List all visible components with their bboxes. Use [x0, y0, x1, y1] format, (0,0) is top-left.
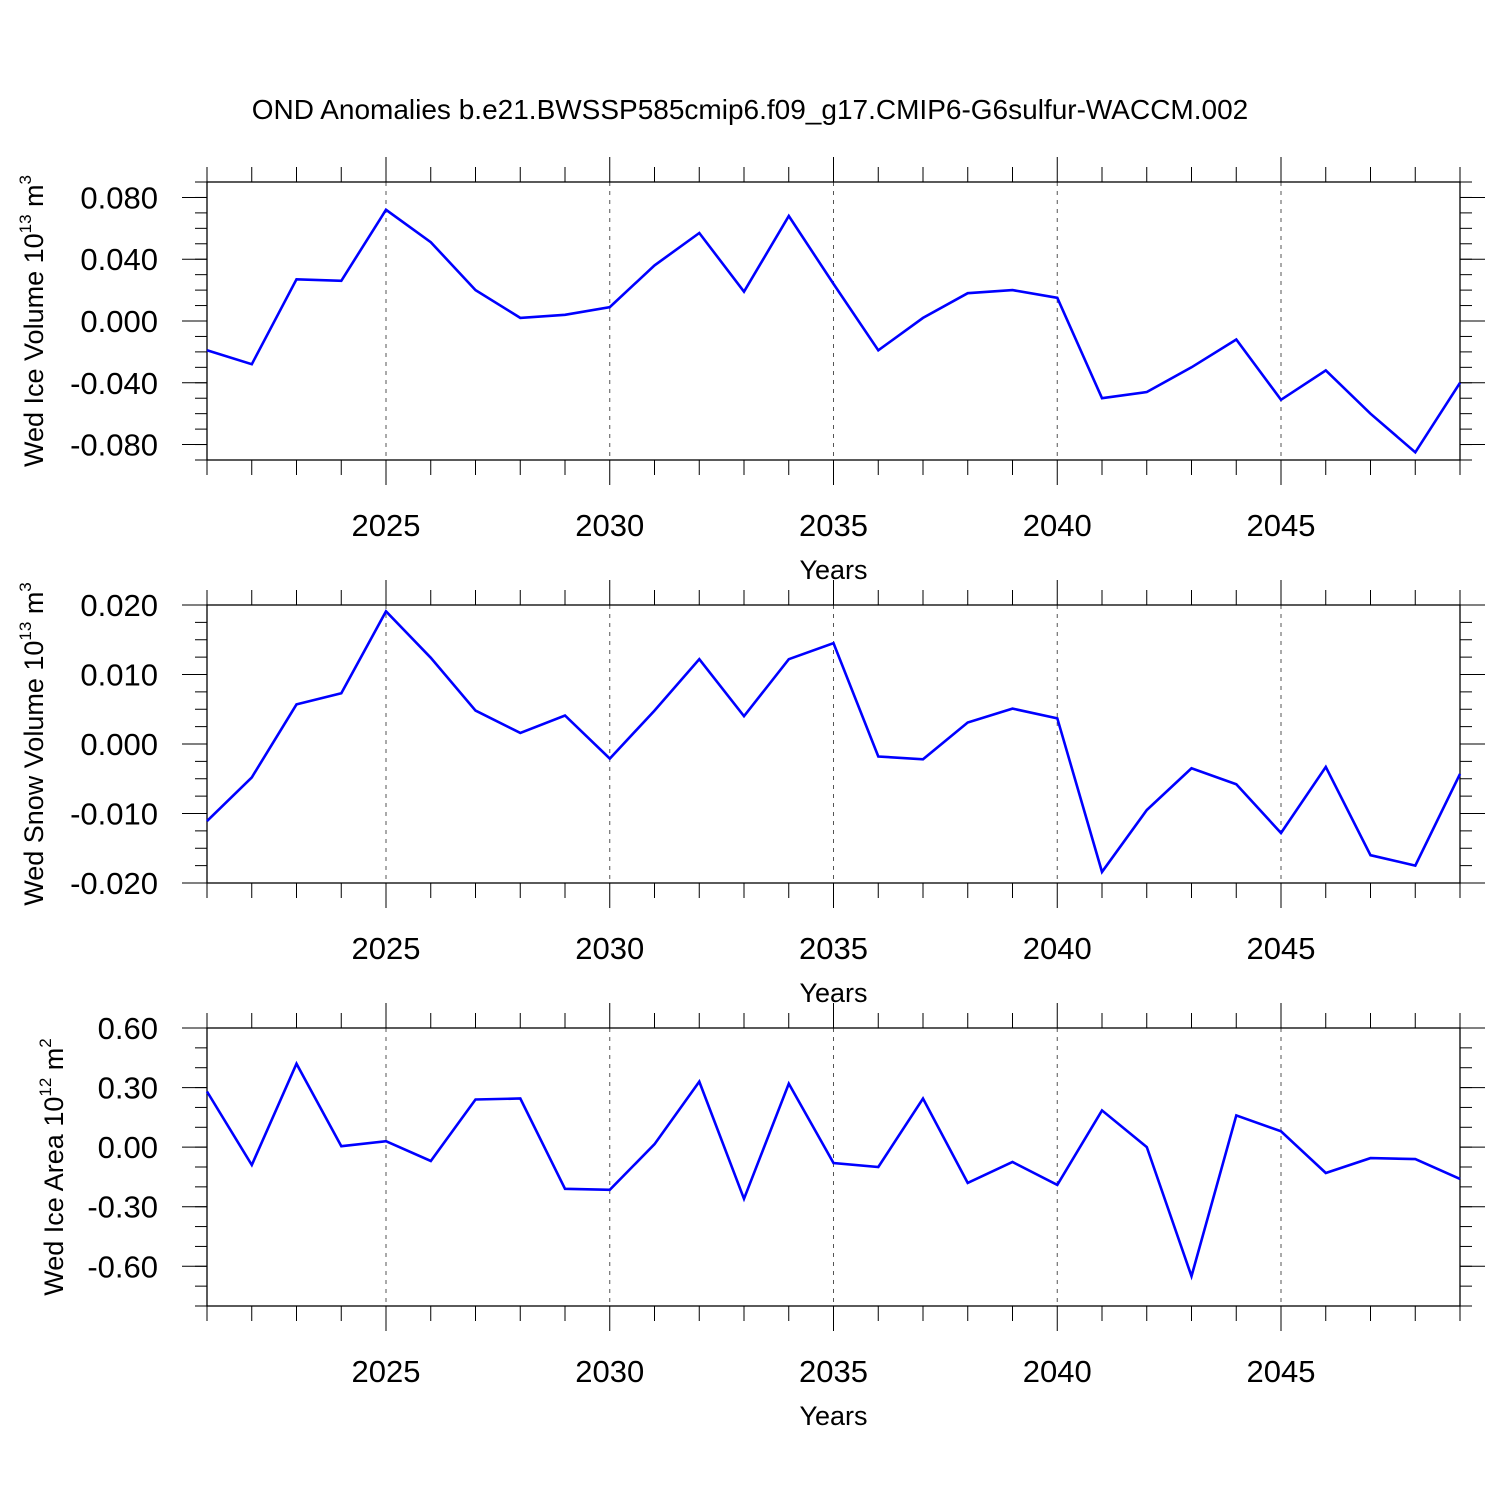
- y-axis-label: Wed Ice Volume 1013 m3: [16, 175, 49, 467]
- x-tick-label: 2030: [575, 508, 644, 543]
- y-tick-label: 0.30: [98, 1071, 158, 1106]
- x-tick-label: 2045: [1247, 508, 1316, 543]
- y-tick-label: -0.020: [70, 866, 158, 901]
- y-tick-label: 0.040: [80, 242, 158, 277]
- y-axis-label: Wed Ice Area 1012 m2: [36, 1038, 69, 1296]
- x-tick-label: 2040: [1023, 508, 1092, 543]
- x-tick-label: 2025: [352, 931, 421, 966]
- x-axis-label: Years: [799, 1401, 867, 1431]
- panels: -0.080 -0.040 0.000 0.040 0.080 2025 2030 2035 2…: [16, 157, 1485, 1431]
- x-tick-label: 2030: [575, 1354, 644, 1389]
- x-tick-label: 2040: [1023, 931, 1092, 966]
- y-axis-label-superscript: 13: [16, 214, 35, 233]
- y-axis-label-part: 10: [19, 641, 49, 671]
- y-axis-label-part: m: [19, 592, 49, 622]
- y-tick-label: 0.60: [98, 1011, 158, 1046]
- series-line: [206, 609, 1462, 875]
- y-tick-label: 0.00: [98, 1130, 158, 1165]
- y-tick-label: 0.020: [80, 588, 158, 623]
- y-axis-label-part: Wed Snow Volume: [19, 671, 49, 906]
- y-tick-label: -0.010: [70, 797, 158, 832]
- series-line: [205, 1060, 1461, 1281]
- y-axis-label-part: 10: [19, 233, 49, 263]
- y-axis-label-part: m: [19, 184, 49, 214]
- series-line: [206, 207, 1462, 455]
- y-tick-label: 0.080: [80, 180, 158, 215]
- x-tick-label: 2035: [799, 931, 868, 966]
- x-tick-label: 2045: [1247, 1354, 1316, 1389]
- x-tick-label: 2025: [352, 1354, 421, 1389]
- y-axis-label-part: m: [39, 1048, 69, 1078]
- x-tick-label: 2035: [799, 1354, 868, 1389]
- x-tick-label: 2035: [799, 508, 868, 543]
- y-tick-label: 0.000: [80, 304, 158, 339]
- x-tick-label: 2025: [352, 508, 421, 543]
- y-axis-label-superscript: 2: [36, 1038, 55, 1047]
- y-tick-label: -0.60: [87, 1249, 158, 1284]
- y-axis-label-superscript: 12: [36, 1078, 55, 1097]
- x-tick-label: 2045: [1247, 931, 1316, 966]
- y-axis-label-part: Wed Ice Volume: [19, 263, 49, 467]
- y-tick-label: -0.080: [70, 428, 158, 463]
- y-axis-label-superscript: 13: [16, 622, 35, 641]
- y-axis-label-part: 10: [39, 1097, 69, 1127]
- y-tick-label: -0.30: [87, 1190, 158, 1225]
- chart-title: OND Anomalies b.e21.BWSSP585cmip6.f09_g1…: [252, 94, 1249, 125]
- x-tick-label: 2040: [1023, 1354, 1092, 1389]
- y-axis-label: Wed Snow Volume 1013 m3: [16, 582, 49, 906]
- y-tick-label: 0.000: [80, 727, 158, 762]
- y-axis-label-superscript: 3: [16, 582, 35, 591]
- y-tick-label: -0.040: [70, 366, 158, 401]
- panel-1: -0.080 -0.040 0.000 0.040 0.080 2025 2030 2035 2…: [16, 157, 1485, 585]
- panel-2: -0.020 -0.010 0.000 0.010 0.020 2025 2030 2035 2…: [16, 580, 1485, 1008]
- x-tick-label: 2030: [575, 931, 644, 966]
- y-axis-label-superscript: 3: [16, 175, 35, 184]
- panel-3: -0.60 -0.30 0.00 0.30 0.60 2025 2030 2035 2040 20…: [36, 1003, 1485, 1431]
- y-axis-label-part: Wed Ice Area: [39, 1127, 69, 1296]
- y-tick-label: 0.010: [80, 658, 158, 693]
